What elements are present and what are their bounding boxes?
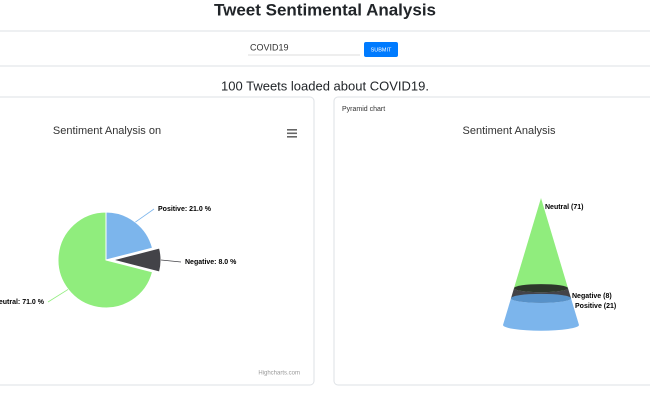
chart-title: Sentiment Analysis on — [53, 125, 161, 137]
pyramid-segment — [514, 198, 568, 293]
chart-title: Sentiment Analysis — [463, 125, 556, 137]
data-label: Negative (8) — [572, 293, 612, 300]
panel-label: Pyramid chart — [342, 106, 385, 113]
pie-slice — [105, 211, 154, 261]
segment-top — [510, 293, 572, 303]
data-label: Neutral: 71.0 % — [0, 299, 45, 306]
connector — [47, 289, 69, 303]
search-input[interactable]: COVID19 — [250, 42, 289, 52]
page-title: Tweet Sentimental Analysis — [214, 0, 436, 19]
credits[interactable]: Highcharts.com — [258, 371, 300, 377]
status-text: 100 Tweets loaded about COVID19. — [221, 78, 429, 93]
data-label: Positive (21) — [575, 303, 616, 310]
pyramid-segment — [503, 298, 579, 331]
segment-top — [514, 284, 568, 293]
connector — [135, 208, 155, 223]
submit-button[interactable] — [364, 42, 398, 57]
data-label: Neutral (71) — [545, 204, 584, 211]
menu-button[interactable] — [287, 129, 297, 138]
submit-label[interactable]: SUBMIT — [371, 47, 392, 53]
connector — [160, 259, 182, 263]
pie-panel — [0, 96, 315, 386]
data-label: Positive: 21.0 % — [158, 206, 212, 213]
pyramid-panel — [333, 96, 650, 386]
pie-slice — [112, 247, 162, 273]
data-label: Negative: 8.0 % — [185, 259, 237, 266]
